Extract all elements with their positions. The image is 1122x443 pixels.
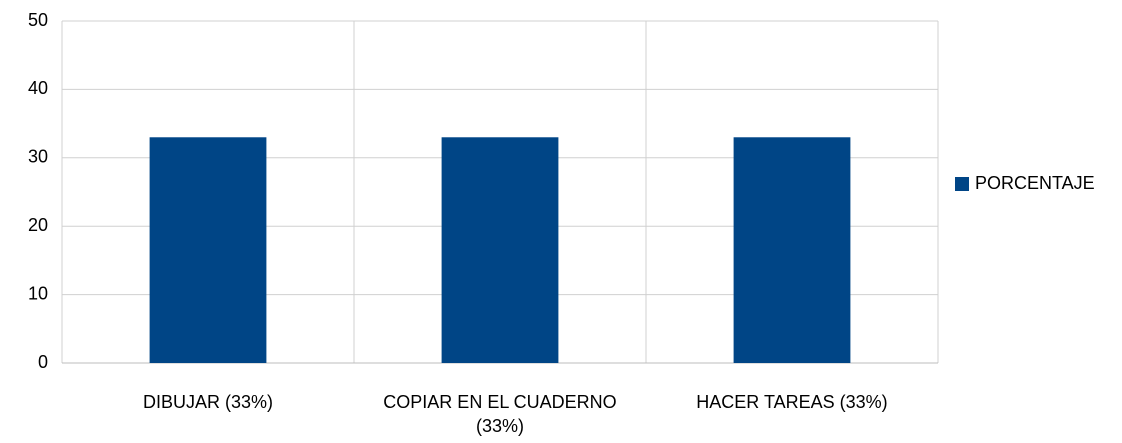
y-tick-label: 40	[28, 78, 48, 98]
bar	[441, 137, 559, 363]
legend-label: PORCENTAJE	[975, 173, 1095, 193]
y-tick-label: 50	[28, 10, 48, 30]
x-tick-label: COPIAR EN EL CUADERNO (33%)	[383, 392, 617, 436]
bar	[149, 137, 267, 363]
x-tick-label: HACER TAREAS (33%)	[696, 392, 888, 412]
y-tick-label: 30	[28, 147, 48, 167]
y-tick-label: 20	[28, 215, 48, 235]
y-tick-label: 10	[28, 283, 48, 303]
y-tick-label: 0	[38, 352, 48, 372]
bar	[733, 137, 851, 363]
legend-swatch	[955, 177, 969, 191]
x-tick-label: DIBUJAR (33%)	[142, 392, 274, 412]
